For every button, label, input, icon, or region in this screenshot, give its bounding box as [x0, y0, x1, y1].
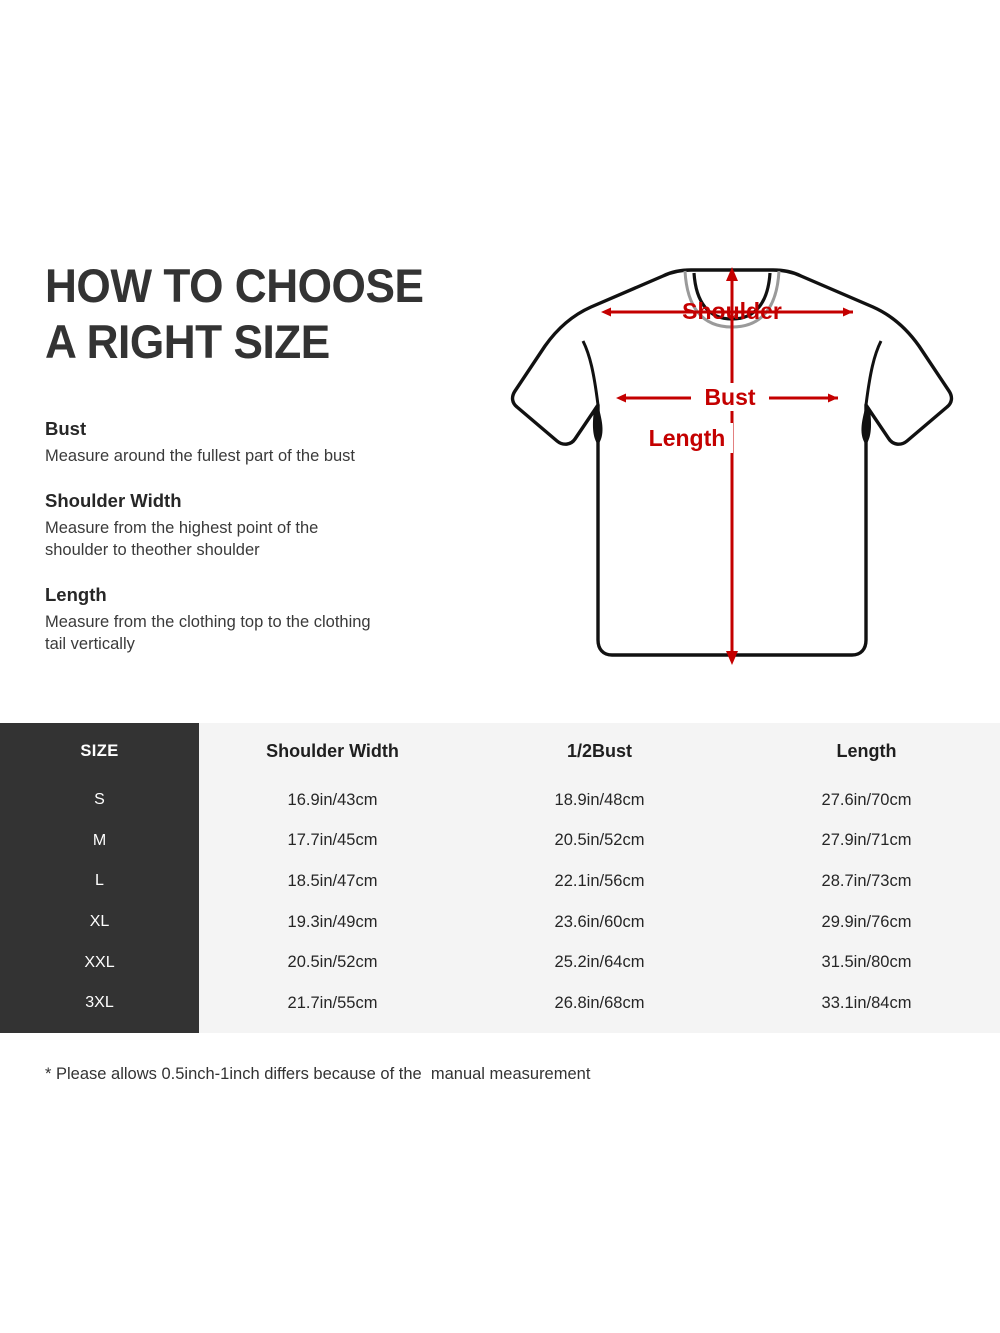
size-column-background [0, 723, 199, 1033]
cell-half-bust: 18.9in/48cm [554, 790, 645, 809]
intro-section: HOW TO CHOOSE A RIGHT SIZE Bust Measure … [45, 245, 965, 685]
measurement-definition-shoulder-width: Shoulder Width Measure from the highest … [45, 487, 465, 561]
bust-label-bg [691, 383, 769, 411]
cell-half-bust: 22.1in/56cm [554, 871, 645, 890]
cell-shoulder-width: 18.5in/47cm [287, 871, 378, 890]
measurement-description: Measure from the highest point of the sh… [45, 519, 319, 559]
measurement-term: Length [45, 584, 107, 605]
table-row: 3XL 21.7in/55cm 26.8in/68cm 33.1in/84cm [0, 983, 1000, 1024]
cell-shoulder-width: 16.9in/43cm [287, 790, 378, 809]
sleeve-seam-right [864, 340, 883, 406]
length-label: Length [649, 425, 726, 451]
page-title-line-2: A RIGHT SIZE [45, 315, 330, 368]
table-row: L 18.5in/47cm 22.1in/56cm 28.7in/73cm [0, 861, 1000, 902]
measurement-description: Measure around the fullest part of the b… [45, 447, 356, 465]
measurement-definition-bust: Bust Measure around the fullest part of … [45, 415, 465, 467]
length-arrow-top [726, 267, 738, 281]
table-row: XL 19.3in/49cm 23.6in/60cm 29.9in/76cm [0, 902, 1000, 943]
column-header-shoulder-width: Shoulder Width [266, 741, 399, 761]
tshirt-diagram: Shoulder Bust Length [495, 245, 965, 685]
page-title-line-1: HOW TO CHOOSE [45, 259, 424, 312]
cell-length: 28.7in/73cm [821, 871, 912, 890]
size-chart-grid: SIZE Shoulder Width 1/2Bust Length S 16.9… [0, 723, 1000, 1024]
measurement-definition-length: Length Measure from the clothing top to … [45, 581, 465, 655]
cell-length: 27.6in/70cm [821, 790, 912, 809]
length-arrow-bottom [726, 651, 738, 665]
cell-half-bust: 26.8in/68cm [554, 993, 645, 1012]
column-header-size: SIZE [80, 742, 119, 760]
page-title: HOW TO CHOOSE A RIGHT SIZE [45, 258, 459, 370]
cell-size: S [94, 791, 105, 809]
cell-length: 29.9in/76cm [821, 912, 912, 931]
sleeve-seam-left [581, 340, 600, 406]
column-header-length: Length [836, 741, 897, 761]
cell-size: XL [89, 913, 110, 931]
measurement-term: Bust [45, 418, 87, 439]
cell-half-bust: 20.5in/52cm [554, 831, 645, 850]
armpit-right-shade [861, 405, 872, 445]
shoulder-label: Shoulder [682, 298, 782, 324]
cell-shoulder-width: 19.3in/49cm [287, 912, 378, 931]
cell-length: 33.1in/84cm [821, 993, 912, 1012]
cell-size: M [92, 831, 107, 849]
cell-shoulder-width: 20.5in/52cm [287, 953, 378, 972]
cell-length: 27.9in/71cm [821, 831, 912, 850]
measurement-term: Shoulder Width [45, 490, 182, 511]
cell-size: L [95, 872, 104, 890]
cell-half-bust: 25.2in/64cm [554, 953, 645, 972]
measurement-disclaimer: * Please allows 0.5inch-1inch differs be… [45, 1065, 591, 1083]
table-header-row: SIZE Shoulder Width 1/2Bust Length [0, 723, 1000, 780]
table-row: M 17.7in/45cm 20.5in/52cm 27.9in/71cm [0, 821, 1000, 862]
cell-size: 3XL [85, 994, 114, 1012]
table-row: XXL 20.5in/52cm 25.2in/64cm 31.5in/80cm [0, 942, 1000, 983]
column-header-half-bust: 1/2Bust [566, 741, 633, 761]
measurement-definitions: Bust Measure around the fullest part of … [45, 415, 465, 655]
table-row: S 16.9in/43cm 18.9in/48cm 27.6in/70cm [0, 780, 1000, 821]
cell-shoulder-width: 17.7in/45cm [287, 831, 378, 850]
armpit-left-shade [592, 405, 603, 445]
cell-half-bust: 23.6in/60cm [554, 912, 645, 931]
cell-shoulder-width: 21.7in/55cm [287, 993, 378, 1012]
measurement-description: Measure from the clothing top to the clo… [45, 613, 371, 653]
length-label-bg [641, 423, 733, 453]
size-chart-table: SIZE Shoulder Width 1/2Bust Length S 16.9… [0, 723, 1000, 1033]
cell-size: XXL [84, 953, 115, 971]
cell-length: 31.5in/80cm [821, 953, 912, 972]
bust-label: Bust [704, 384, 755, 410]
